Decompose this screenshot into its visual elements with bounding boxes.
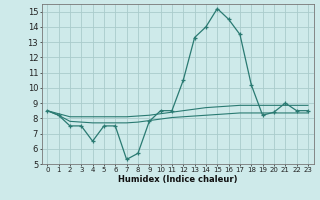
X-axis label: Humidex (Indice chaleur): Humidex (Indice chaleur) [118,175,237,184]
